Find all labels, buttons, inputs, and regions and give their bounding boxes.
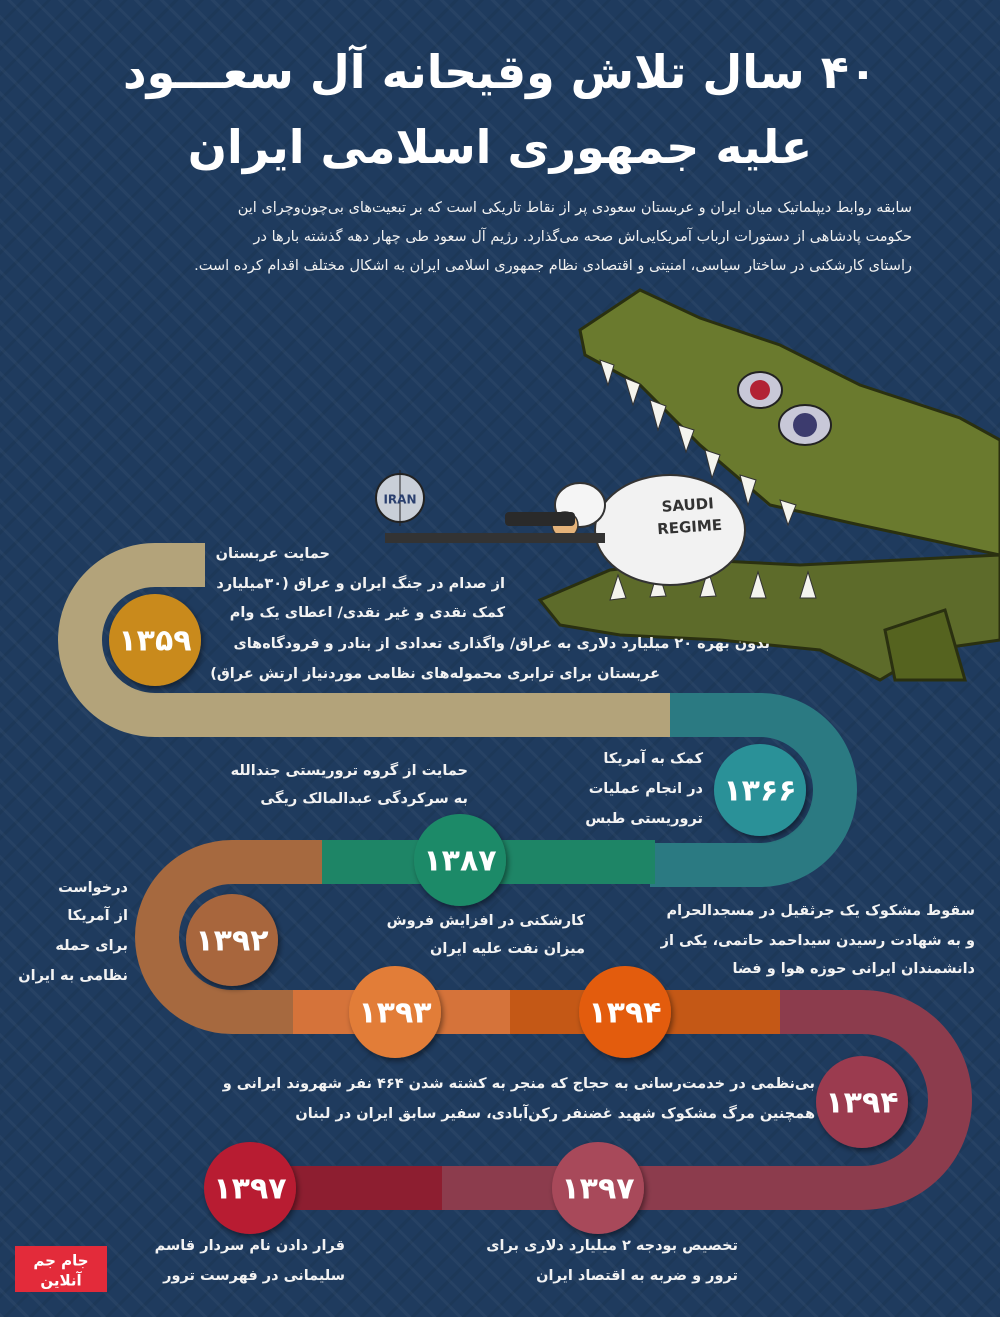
- road-segment: [650, 693, 857, 887]
- event-text: دانشمندان ایرانی حوزه هوا و فضا: [732, 961, 975, 977]
- intro-line: حکومت پادشاهی از دستورات ارباب آمریکایی‌…: [253, 229, 912, 245]
- intro-line: سابقه روابط دیپلماتیک میان ایران و عربست…: [237, 200, 912, 216]
- event-text: تخصیص بودجه ۲ میلیارد دلاری برای: [486, 1238, 738, 1254]
- event-text: همچنین مرگ مشکوک شهید غضنفر رکن‌آبادی، س…: [295, 1106, 815, 1122]
- logo-text: آنلاین: [40, 1272, 82, 1290]
- year-label: ۱۳۹۳: [358, 996, 431, 1031]
- year-circle: [349, 966, 441, 1058]
- badge-label: SAUDI: [661, 494, 714, 516]
- event-text: به سرکردگی عبدالمالک ریگی: [260, 791, 468, 807]
- year-label: ۱۳۵۹: [118, 624, 191, 659]
- logo: جام جم آنلاین: [15, 1246, 107, 1292]
- event-text: تروریستی طبس: [585, 811, 703, 827]
- sniper: IRAN SAUDI REGIME: [375, 470, 746, 586]
- event-text: سلیمانی در فهرست ترور: [163, 1268, 345, 1284]
- logo-box: [15, 1246, 107, 1292]
- year-label: ۱۳۹۷: [561, 1172, 634, 1207]
- event-text: در انجام عملیات: [588, 781, 703, 797]
- year-circle: [204, 1142, 296, 1234]
- year-label: ۱۳۹۲: [195, 924, 268, 959]
- year-circle: [186, 894, 278, 986]
- rifle-scope: [505, 512, 575, 526]
- year-label: ۱۳۹۴: [588, 996, 661, 1031]
- event-text: درخواست: [58, 880, 128, 896]
- event-text: قرار دادن نام سردار قاسم: [154, 1238, 345, 1254]
- event-text: حمایت از گروه تروریستی جندالله: [230, 763, 468, 779]
- event-text: عربستان برای ترابری محموله‌های نظامی مور…: [210, 666, 660, 682]
- road-segment: [135, 840, 322, 1034]
- event-text: کمک نقدی و غیر نقدی/ اعطای یک وام: [229, 605, 505, 621]
- year-circle: [414, 814, 506, 906]
- year-circle: [714, 744, 806, 836]
- event-text: کمک به آمریکا: [603, 751, 703, 767]
- year-label: ۱۳۹۴: [825, 1086, 898, 1121]
- event-text: بی‌نظمی در خدمت‌رسانی به حجاج که منجر به…: [222, 1076, 815, 1092]
- target-label: IRAN: [383, 493, 416, 507]
- year-circle: [109, 594, 201, 686]
- year-circle: [579, 966, 671, 1058]
- year-label: ۱۳۶۶: [723, 774, 796, 809]
- event-text: از آمریکا: [67, 908, 128, 924]
- event-text: برای حمله: [55, 938, 128, 954]
- year-label: ۱۳۹۷: [213, 1172, 286, 1207]
- eye-pupil: [750, 380, 770, 400]
- crocodile: [537, 288, 1000, 682]
- eye-pupil: [793, 413, 817, 437]
- event-text: سقوط مشکوک یک جرثقیل در مسجدالحرام: [666, 903, 975, 919]
- event-text: بدون بهره ۲۰ میلیارد دلاری به عراق/ واگذ…: [233, 636, 770, 652]
- event-text: حمایت عربستان: [215, 546, 330, 562]
- event-text: نظامی به ایران: [18, 968, 128, 984]
- road-segment: [440, 990, 972, 1210]
- teeth: [599, 359, 817, 601]
- event-text: و به شهادت رسیدن سیداحمد حاتمی، یکی از: [660, 933, 975, 949]
- title: علیه جمهوری اسلامی ایران: [187, 120, 813, 174]
- year-circle: [816, 1056, 908, 1148]
- leg: [883, 608, 967, 682]
- event-text: ترور و ضربه به اقتصاد ایران: [536, 1268, 738, 1284]
- rifle: [385, 533, 605, 543]
- event-text: کارشکنی در افزایش فروش: [386, 913, 585, 929]
- year-circle: [552, 1142, 644, 1234]
- badge-label: REGIME: [657, 516, 723, 538]
- road-segment: [58, 543, 675, 737]
- logo-text: جام جم: [33, 1252, 88, 1270]
- year-label: ۱۳۸۷: [423, 844, 496, 879]
- intro-line: راستای کارشکنی در ساختار سیاسی، امنیتی و…: [194, 258, 912, 274]
- title: ۴۰ سال تلاش وقیحانه آل سعـــود: [123, 45, 877, 99]
- robe: [594, 474, 746, 586]
- event-text: میزان نفت علیه ایران: [430, 941, 585, 957]
- event-text: از صدام در جنگ ایران و عراق (۳۰میلیارد: [216, 576, 505, 592]
